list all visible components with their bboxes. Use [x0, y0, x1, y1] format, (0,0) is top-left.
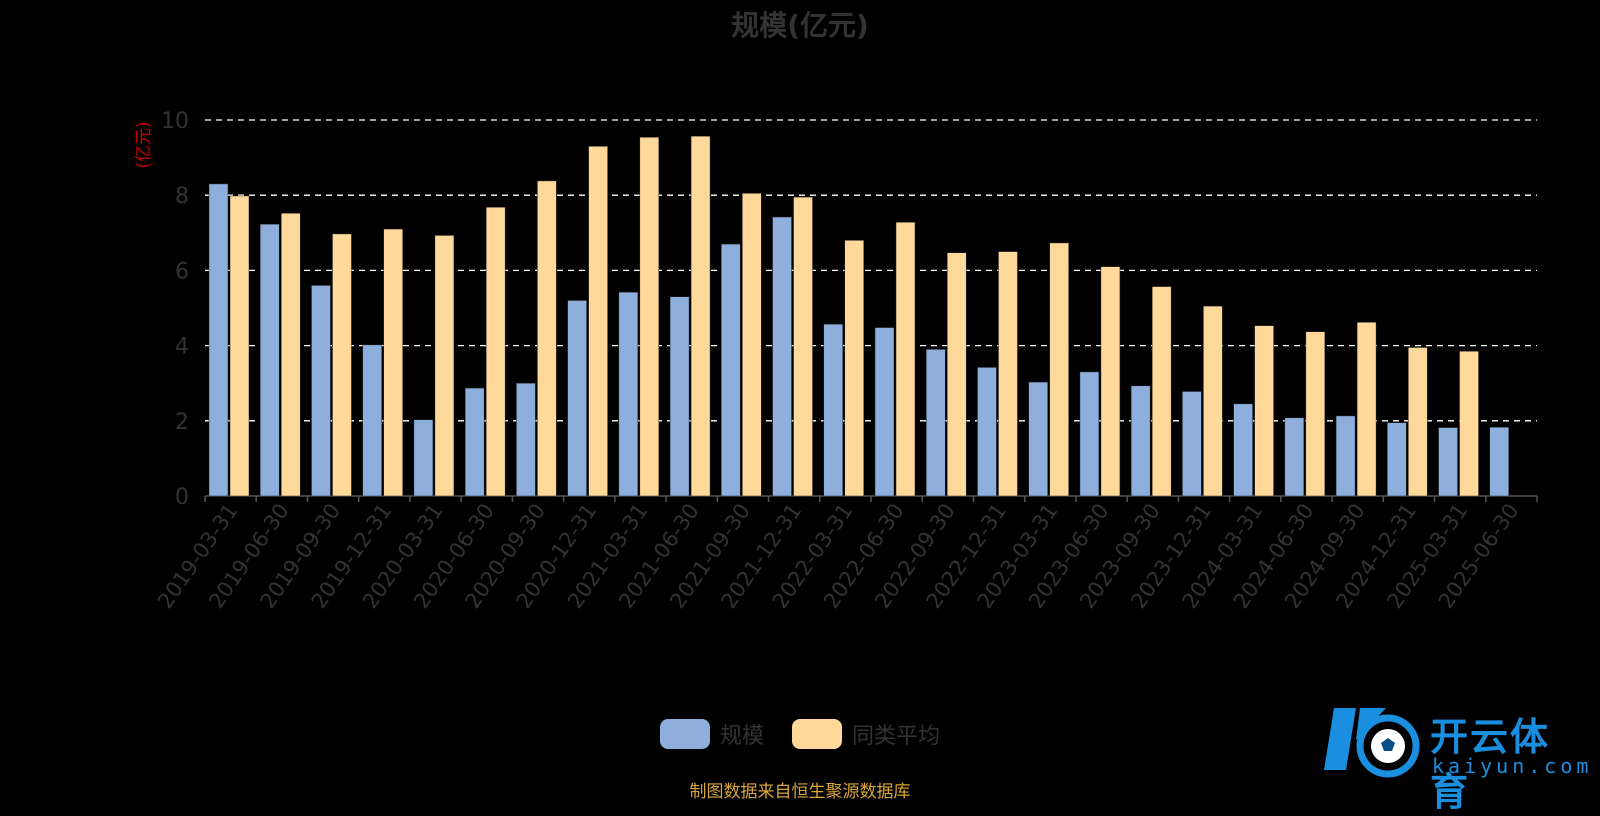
bar-scale: [1028, 381, 1048, 497]
legend-label-average: 同类平均: [852, 724, 941, 749]
bar-scale: [516, 382, 536, 497]
bar-scale: [977, 367, 997, 497]
bar-scale: [259, 223, 280, 497]
bar-scale: [1182, 391, 1202, 497]
bar-average: [1203, 305, 1223, 497]
bar-average: [485, 206, 506, 497]
bar-average: [895, 222, 916, 497]
bar-average: [1100, 266, 1121, 497]
bar-scale: [1387, 422, 1407, 497]
soccer-ball-icon: [1324, 708, 1420, 778]
y-axis-label: (亿元): [134, 121, 154, 168]
data-source-note: 制图数据来自恒生聚源数据库: [689, 782, 911, 802]
bar-average: [588, 146, 608, 497]
bar-scale: [1233, 403, 1253, 497]
y-tick-label: 10: [161, 109, 189, 134]
bar-average: [690, 135, 711, 497]
bar-average: [383, 228, 403, 497]
bar-scale: [669, 296, 690, 497]
bar-scale: [413, 419, 434, 497]
bar-average: [946, 252, 967, 497]
bar-scale: [1438, 427, 1458, 497]
legend-item-scale[interactable]: 规模: [659, 718, 764, 750]
bar-average: [1459, 350, 1479, 497]
bar-scale: [1130, 385, 1151, 497]
bar-average: [1049, 242, 1069, 497]
y-tick-label: 0: [175, 485, 189, 510]
legend-swatch-scale: [659, 719, 710, 749]
bar-scale: [1489, 426, 1510, 497]
legend: 规模 同类平均: [0, 718, 1600, 750]
bar-average: [639, 137, 660, 497]
bar-scale: [925, 349, 946, 497]
bar-average: [1408, 347, 1428, 497]
logo-subtext: kaiyun.com: [1432, 754, 1593, 778]
legend-item-average[interactable]: 同类平均: [792, 718, 940, 750]
legend-swatch-average: [792, 719, 842, 749]
bar-scale: [1335, 415, 1356, 497]
bar-average: [742, 193, 762, 497]
y-tick-label: 6: [175, 259, 189, 284]
bar-average: [793, 196, 813, 497]
bar-scale: [567, 300, 587, 497]
bar-scale: [721, 243, 741, 497]
bar-scale: [772, 216, 792, 497]
bar-scale: [311, 285, 331, 497]
y-tick-label: 8: [175, 184, 189, 209]
bar-average: [332, 233, 352, 497]
bar-scale: [362, 344, 382, 497]
bar-scale: [208, 183, 229, 497]
y-tick-label: 2: [175, 410, 189, 435]
chart-title: 规模(亿元): [731, 9, 869, 42]
bar-scale: [464, 387, 485, 497]
bar-average: [280, 212, 301, 497]
bar-average: [1151, 286, 1172, 497]
y-tick-label: 4: [175, 335, 189, 360]
bar-scale: [874, 327, 895, 497]
bar-average: [537, 180, 557, 497]
bar-average: [434, 235, 455, 497]
bar-scale: [1284, 417, 1305, 497]
bar-average: [998, 251, 1018, 497]
brand-logo[interactable]: 开云体育 kaiyun.com: [1316, 700, 1588, 814]
bar-average: [1254, 325, 1274, 497]
bar-average: [1356, 322, 1377, 497]
bar-scale: [823, 323, 844, 497]
legend-label-scale: 规模: [719, 724, 764, 749]
bar-scale: [618, 291, 639, 497]
bar-scale: [1079, 371, 1100, 497]
bar-average: [229, 195, 250, 497]
bar-average: [1305, 331, 1326, 497]
bar-average: [844, 240, 865, 497]
